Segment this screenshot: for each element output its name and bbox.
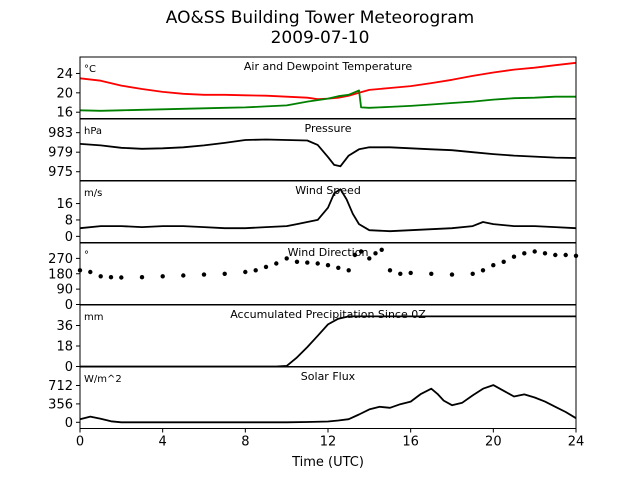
ytick-label: 180 — [48, 267, 73, 282]
wind-direction-point — [88, 269, 93, 275]
unit-label-temperature: °C — [84, 64, 96, 75]
ytick-label: 20 — [56, 86, 73, 101]
unit-label-wind-speed: m/s — [84, 188, 102, 199]
ytick-label: 8 — [65, 213, 73, 228]
wind-direction-point — [358, 249, 364, 254]
wind-direction-point — [294, 259, 300, 264]
wind-direction-point — [429, 271, 434, 276]
ytick-label: 24 — [56, 67, 73, 82]
wind-direction-point — [387, 268, 393, 273]
wind-direction-point — [522, 251, 527, 256]
ytick-label: 90 — [56, 283, 73, 298]
xtick-label: 4 — [159, 435, 167, 450]
ytick-label: 356 — [48, 397, 73, 412]
unit-label-wind-direction: ° — [84, 250, 89, 261]
wind-direction-point — [501, 259, 506, 264]
xtick-label: 8 — [241, 435, 249, 450]
wind-direction-point — [108, 275, 114, 280]
wind-direction-point — [542, 251, 548, 256]
ytick-label: 983 — [48, 126, 73, 141]
ytick-label: 975 — [48, 165, 73, 180]
wind-direction-point — [470, 271, 475, 276]
wind-direction-point — [139, 275, 145, 280]
wind-direction-point — [449, 272, 455, 277]
wind-direction-point — [480, 268, 486, 273]
ytick-label: 0 — [65, 416, 73, 431]
dewpoint-line — [79, 89, 576, 112]
wind-direction-point — [253, 268, 258, 273]
unit-label-precip: mm — [84, 312, 103, 323]
wind-direction-point — [263, 264, 269, 270]
ytick-label: 0 — [65, 230, 73, 245]
wind-direction-point — [315, 261, 320, 266]
wind-direction-point — [243, 269, 248, 275]
wind-speed-line — [79, 188, 577, 233]
chart-date: 2009-07-10 — [270, 28, 370, 48]
ytick-label: 270 — [48, 252, 73, 267]
wind-direction-point — [373, 251, 378, 256]
precip-line — [80, 315, 576, 368]
ytick-label: 0 — [65, 298, 73, 313]
wind-direction-point — [352, 252, 358, 258]
panel-title-wind-speed: Wind Speed — [295, 184, 361, 197]
wind-direction-point — [398, 271, 403, 276]
wind-direction-point — [325, 263, 331, 268]
panel-title-precip: Accumulated Precipitation Since 0Z — [230, 308, 426, 321]
wind-direction-point — [98, 274, 103, 279]
panel-title-solar: Solar Flux — [301, 370, 356, 383]
ytick-label: 18 — [56, 340, 73, 355]
wind-direction-point — [532, 249, 537, 254]
wind-direction-point — [379, 247, 384, 252]
panel-title-pressure: Pressure — [305, 122, 352, 135]
ytick-label: 712 — [48, 379, 73, 394]
xtick-label: 24 — [568, 435, 585, 450]
xtick-label: 0 — [76, 435, 84, 450]
wind-direction-point — [181, 273, 186, 278]
solar-line — [79, 384, 577, 424]
ytick-label: 36 — [56, 319, 73, 334]
unit-label-solar: W/m^2 — [84, 374, 122, 385]
unit-label-pressure: hPa — [84, 126, 102, 137]
wind-direction-point — [274, 261, 279, 266]
wind-direction-point — [511, 254, 517, 259]
wind-direction-point — [491, 263, 496, 268]
pressure-line — [79, 138, 577, 168]
wind-direction-point — [367, 256, 372, 261]
x-axis-label: Time (UTC) — [291, 455, 364, 470]
ytick-label: 16 — [56, 197, 73, 212]
wind-direction-point — [346, 268, 351, 273]
xtick-label: 16 — [402, 435, 419, 450]
xtick-label: 12 — [320, 435, 337, 450]
wind-direction-point — [222, 271, 227, 276]
ytick-label: 16 — [56, 106, 73, 121]
panel-title-wind-direction: Wind Direction — [288, 246, 369, 259]
wind-direction-point — [563, 252, 568, 258]
wind-direction-point — [119, 275, 124, 280]
wind-direction-point — [284, 256, 289, 261]
xtick-label: 20 — [485, 435, 502, 450]
chart-title: AO&SS Building Tower Meteorogram — [165, 8, 475, 28]
panel-title-temperature: Air and Dewpoint Temperature — [244, 60, 412, 73]
wind-direction-point — [408, 270, 413, 276]
ytick-label: 979 — [48, 146, 73, 161]
wind-direction-point — [160, 274, 165, 279]
wind-direction-point — [201, 272, 207, 277]
wind-direction-point — [553, 252, 558, 258]
wind-direction-point — [305, 260, 310, 265]
wind-direction-point — [336, 265, 341, 270]
ytick-label: 0 — [65, 360, 73, 375]
